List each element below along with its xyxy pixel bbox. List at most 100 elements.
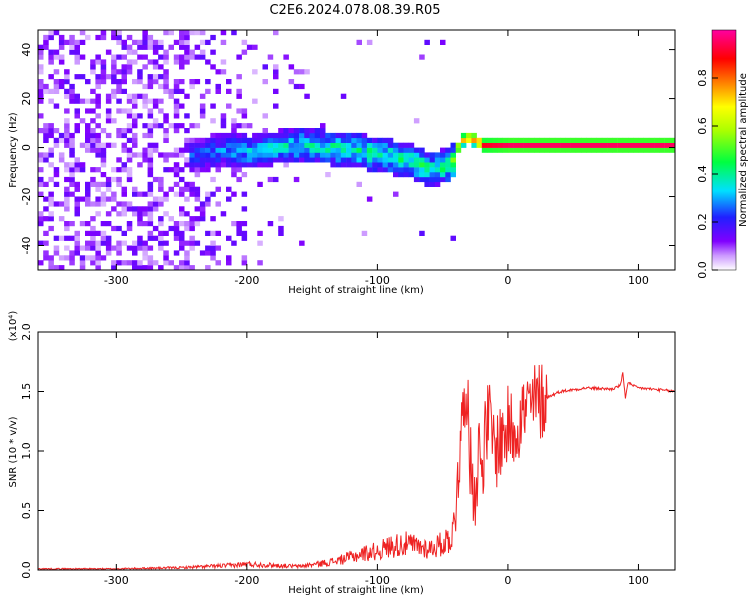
spectrogram-cell [90,201,96,207]
spectrogram-cell [471,132,477,139]
spectrogram-cell [132,132,138,139]
spectrogram-cell [241,172,248,178]
spectrogram-cell [163,128,169,134]
spectrogram-cell [74,54,80,60]
spectrogram-cell [184,34,190,41]
spectrogram-cell [74,181,80,187]
spectrogram-cell [429,162,436,168]
spectrogram-cell [48,30,54,36]
spectrogram-cell [95,93,101,99]
spectrogram-cell [152,260,159,266]
spectrogram-cell [38,221,44,227]
spectrogram-cell [111,30,117,36]
spectrogram-cell [121,147,127,153]
spectrogram-cell [43,132,49,139]
spectrogram-cell [215,167,221,173]
spectrogram-cell [205,39,211,45]
spectrogram-cell [654,142,660,148]
spectrogram-cell [413,172,420,178]
spectrogram-cell [273,176,279,183]
spectrogram-cell [95,245,101,251]
spectrogram-cell [450,142,456,148]
spectrogram-cell [419,172,425,178]
spectrogram-cell [58,34,65,41]
spectrogram-cell [173,225,180,232]
spectrogram-cell [335,137,342,143]
spectrogram-cell [43,152,49,158]
spectrogram-cells [38,30,675,270]
spectrogram-cell [220,59,227,65]
spectrogram-cell [403,157,409,163]
spectrogram-cell [173,191,180,197]
spectrogram-cell [210,216,216,222]
spectrogram-cell [340,93,347,99]
spectrogram-cell [440,162,446,168]
spectrogram-cell [408,157,415,163]
spectrogram-cell [142,265,148,270]
spectrogram-cell [617,142,624,148]
spectrogram-cell [356,142,362,148]
spectrogram-cell [90,88,96,94]
spectrogram-cell [377,142,383,148]
spectrogram-cell [158,39,164,45]
spectrogram-cell [48,176,54,183]
spectrogram-cell [450,172,456,178]
spectrogram-cell [241,132,248,139]
spectrogram-cell [53,142,60,148]
spectrogram-cell [346,162,352,168]
spectrogram-cell [210,191,216,197]
spectrogram-cell [372,167,378,173]
spectrogram-cell [210,240,216,246]
spectrogram-cell [79,162,86,168]
spectrogram-cell [659,147,665,153]
spectrogram-cell [158,98,164,104]
spectrogram-cell [471,137,477,143]
spectrogram-cell [116,98,122,104]
spectrogram-cell [387,147,394,153]
spectrogram-cell [173,172,180,178]
spectrogram-cell [194,54,201,60]
spectrogram-cell [252,69,258,75]
spectrogram-cell [74,44,80,50]
spectrogram-cell [372,147,378,153]
spectrogram-cell [111,206,117,212]
spectrogram-cell [194,216,201,222]
spectrogram-cell [111,176,117,183]
spectrogram-cell [257,137,263,143]
spectrogram-cell [126,176,133,183]
spectrogram-cell [90,137,96,143]
spectrogram-cell [398,142,404,148]
spectrogram-cell [69,88,75,94]
spectrogram-cell [497,137,503,143]
spectrogram-cell [236,230,242,236]
spectrogram-cell [189,167,195,173]
spectrogram-cell [398,147,404,153]
spectrogram-cell [53,245,60,251]
spectrogram-cell [163,137,169,143]
spectrogram-cell [387,167,394,173]
spectrogram-cell [215,147,221,153]
spectrogram-cell [95,250,101,256]
spectrogram-cell [38,88,44,94]
spectrogram-cell [173,147,180,153]
spectrogram-cell [53,201,60,207]
spectrogram-cell [158,44,164,50]
spectrogram-cell [85,196,91,202]
spectrogram-cell [429,181,436,187]
spectrogram-cell [210,142,216,148]
spectrogram-cell [199,137,206,143]
spectrogram-cell [173,108,180,114]
spectrogram-cell [215,186,221,192]
spectrogram-cell [69,137,75,143]
spectrogram-cell [58,157,65,163]
spectrogram-cell [189,83,195,90]
spectrogram-cell [246,162,253,168]
spectrogram-cell [199,54,206,60]
spectrogram-cell [100,196,107,202]
spectrogram-cell [189,265,195,270]
spectrogram-cell [215,83,221,90]
spectrogram-cell [288,79,295,85]
spectrogram-cell [210,137,216,143]
spectrogram-cell [158,83,164,90]
spectrogram-cell [288,152,295,158]
